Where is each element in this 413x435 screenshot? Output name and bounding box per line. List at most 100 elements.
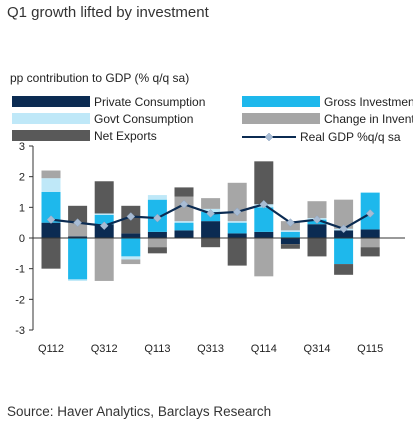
bar-Q112-0 [41, 222, 61, 238]
bar-Q113-3 [147, 238, 167, 248]
gdp-point-Q112 [46, 215, 56, 224]
bar-Q113-2 [147, 195, 167, 200]
bar-Q114-0 [254, 231, 274, 238]
bar-Q312-1 [94, 215, 114, 225]
bar-Q314-3 [307, 201, 327, 219]
y-tick-label-1: 1 [19, 202, 25, 214]
bar-Q115-3 [360, 238, 380, 248]
bar-Q115-4 [360, 247, 380, 257]
legend-label-2: Govt Consumption [94, 112, 193, 126]
legend: Private Consumption Gross Investment Govt … [12, 95, 413, 144]
bar-Q214-2 [280, 230, 300, 232]
legend-swatch-0 [12, 96, 90, 107]
bar-Q413-2 [227, 221, 247, 223]
bar-Q115-0 [360, 229, 380, 238]
bar-Q412-0 [121, 233, 141, 238]
gdp-point-Q114 [259, 199, 269, 209]
y-tick-label-2: 2 [19, 172, 25, 184]
bar-Q114-4 [254, 161, 274, 205]
bar-Q312-2 [94, 213, 114, 215]
bar-Q412-1 [121, 238, 141, 257]
y-tick-label-0: 0 [19, 233, 25, 245]
legend-swatch-4 [12, 130, 90, 141]
y-tick-label--1: -1 [15, 264, 25, 276]
legend-swatch-3 [242, 113, 320, 124]
gdp-line [46, 199, 375, 234]
bar-Q114-1 [254, 207, 274, 232]
gdp-point-Q212 [73, 218, 82, 228]
bar-Q213-1 [174, 222, 194, 231]
axes: -3 -2 -1 0 1 2 3 Q112 Q312 Q113 Q313 Q114 Q314 Q115 [15, 141, 405, 355]
gdp-point-Q214 [286, 218, 295, 228]
bar-Q413-4 [227, 238, 247, 266]
gdp-point-Q115 [365, 209, 375, 218]
bar-Q112-1 [41, 192, 61, 223]
x-tick-label-Q113: Q113 [144, 343, 170, 355]
gdp-point-Q113 [153, 213, 162, 223]
legend-swatch-2 [12, 113, 90, 124]
y-tick-label-3: 3 [19, 141, 25, 153]
gdp-point-Q314 [312, 215, 322, 224]
bar-Q212-3 [68, 222, 88, 237]
bar-Q412-2 [121, 256, 141, 260]
bar-Q313-3 [201, 198, 221, 209]
bar-Q212-1 [68, 238, 88, 280]
gdp-point-Q412 [126, 212, 136, 221]
legend-label-1: Gross Investment [324, 95, 413, 109]
bar-Q414-0 [334, 230, 354, 238]
gdp-point-Q414 [339, 224, 348, 234]
gdp-point-Q313 [206, 209, 215, 218]
gdp-point-Q413 [232, 207, 242, 217]
y-axis-label: pp contribution to GDP (% q/q sa) [10, 71, 189, 85]
bars [41, 161, 380, 281]
bar-Q214-4 [280, 244, 300, 249]
x-tick-label-Q115: Q115 [357, 343, 383, 355]
bar-Q414-4 [334, 264, 354, 275]
bar-Q212-0 [68, 236, 88, 238]
bar-Q214-1 [280, 231, 300, 238]
bar-Q112-4 [41, 238, 61, 269]
bar-Q114-3 [254, 238, 274, 277]
bar-Q313-0 [201, 221, 221, 238]
bar-Q214-0 [280, 238, 300, 245]
legend-swatch-1 [242, 96, 320, 107]
bar-Q413-0 [227, 233, 247, 238]
bar-Q412-3 [121, 259, 141, 265]
legend-label-0: Private Consumption [94, 95, 205, 109]
bar-Q213-4 [174, 187, 194, 197]
bar-Q414-1 [334, 238, 354, 265]
x-tick-label-Q112: Q112 [38, 343, 64, 355]
x-tick-label-Q313: Q313 [197, 343, 224, 355]
gdp-point-Q312 [99, 221, 109, 231]
x-tick-label-Q314: Q314 [304, 343, 331, 355]
bar-Q314-0 [307, 224, 327, 238]
bar-Q212-4 [68, 205, 88, 223]
bar-Q312-4 [94, 181, 114, 214]
bar-Q213-0 [174, 230, 194, 238]
bar-Q213-3 [174, 196, 194, 222]
legend-line-marker [264, 132, 274, 142]
chart-heading: Q1 growth lifted by investment [7, 4, 209, 21]
bar-Q113-4 [147, 247, 167, 254]
legend-label-4: Net Exports [94, 129, 157, 143]
legend-label-line: Real GDP %q/q sa [300, 130, 401, 144]
bar-Q312-3 [94, 238, 114, 281]
bar-Q112-3 [41, 170, 61, 179]
x-tick-label-Q114: Q114 [251, 343, 277, 355]
bar-Q313-4 [201, 238, 221, 248]
x-tick-label-Q312: Q312 [91, 343, 118, 355]
y-tick-label--3: -3 [15, 325, 25, 337]
legend-label-3: Change in Inventories [324, 112, 413, 126]
bar-Q312-0 [94, 224, 114, 238]
bar-Q113-0 [147, 231, 167, 238]
bar-Q213-2 [174, 221, 194, 223]
y-tick-label--2: -2 [15, 294, 25, 306]
source-note: Source: Haver Analytics, Barclays Resear… [7, 404, 272, 419]
bar-Q414-3 [334, 199, 354, 229]
bar-Q314-4 [307, 238, 327, 257]
bar-Q112-2 [41, 178, 61, 192]
bar-Q413-1 [227, 222, 247, 234]
gdp-point-Q213 [179, 199, 189, 209]
bar-Q212-2 [68, 279, 88, 281]
